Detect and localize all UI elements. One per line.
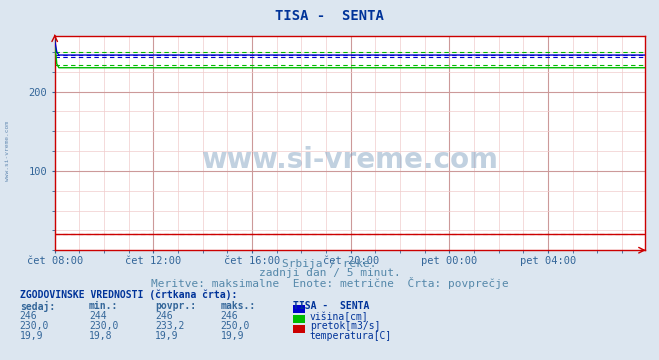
- Text: 19,9: 19,9: [155, 331, 179, 341]
- Text: 230,0: 230,0: [89, 321, 119, 331]
- Text: zadnji dan / 5 minut.: zadnji dan / 5 minut.: [258, 268, 401, 278]
- Text: 230,0: 230,0: [20, 321, 49, 331]
- Text: www.si-vreme.com: www.si-vreme.com: [5, 121, 11, 181]
- Text: maks.:: maks.:: [221, 301, 256, 311]
- Text: Meritve: maksimalne  Enote: metrične  Črta: povprečje: Meritve: maksimalne Enote: metrične Črta…: [151, 277, 508, 289]
- Text: 250,0: 250,0: [221, 321, 250, 331]
- Text: ZGODOVINSKE VREDNOSTI (črtkana črta):: ZGODOVINSKE VREDNOSTI (črtkana črta):: [20, 290, 237, 300]
- Text: 19,9: 19,9: [221, 331, 244, 341]
- Text: Srbija / reke.: Srbija / reke.: [282, 259, 377, 269]
- Text: temperatura[C]: temperatura[C]: [310, 331, 392, 341]
- Text: 19,9: 19,9: [20, 331, 43, 341]
- Text: 246: 246: [221, 311, 239, 321]
- Text: 19,8: 19,8: [89, 331, 113, 341]
- Text: višina[cm]: višina[cm]: [310, 311, 368, 322]
- Text: TISA -  SENTA: TISA - SENTA: [275, 9, 384, 23]
- Text: www.si-vreme.com: www.si-vreme.com: [201, 146, 498, 174]
- Text: TISA -  SENTA: TISA - SENTA: [293, 301, 370, 311]
- Text: 246: 246: [20, 311, 38, 321]
- Text: 246: 246: [155, 311, 173, 321]
- Text: 233,2: 233,2: [155, 321, 185, 331]
- Text: min.:: min.:: [89, 301, 119, 311]
- Text: povpr.:: povpr.:: [155, 301, 196, 311]
- Text: pretok[m3/s]: pretok[m3/s]: [310, 321, 380, 331]
- Text: sedaj:: sedaj:: [20, 301, 55, 312]
- Text: 244: 244: [89, 311, 107, 321]
